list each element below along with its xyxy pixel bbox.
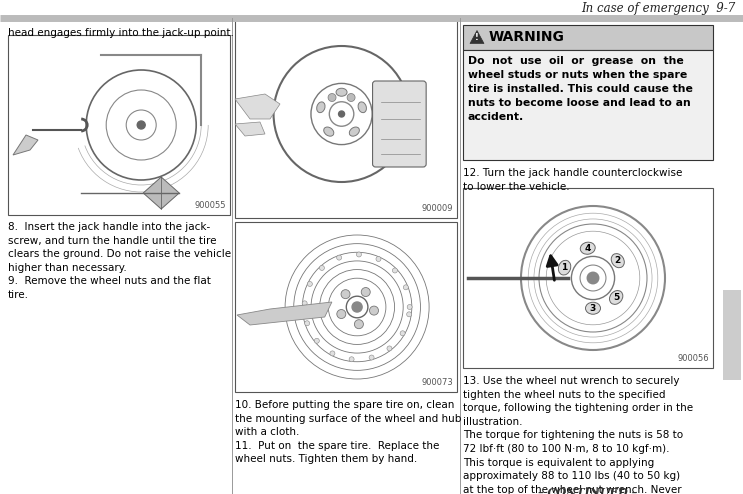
Circle shape (337, 255, 342, 260)
FancyBboxPatch shape (8, 35, 230, 215)
Circle shape (137, 121, 145, 129)
Ellipse shape (585, 302, 600, 314)
FancyBboxPatch shape (235, 222, 457, 392)
FancyBboxPatch shape (235, 20, 457, 218)
Circle shape (354, 320, 363, 329)
Circle shape (330, 351, 335, 356)
Circle shape (369, 306, 378, 315)
Text: 1: 1 (562, 263, 568, 272)
Text: 10. Before putting the spare tire on, clean
the mounting surface of the wheel an: 10. Before putting the spare tire on, cl… (235, 400, 461, 464)
Ellipse shape (324, 127, 334, 136)
Ellipse shape (358, 102, 366, 113)
Text: WARNING: WARNING (489, 31, 565, 44)
Text: head engages firmly into the jack-up point.: head engages firmly into the jack-up poi… (8, 28, 234, 38)
Text: 3: 3 (590, 304, 596, 313)
Text: 13. Use the wheel nut wrench to securely
tighten the wheel nuts to the specified: 13. Use the wheel nut wrench to securely… (463, 376, 693, 494)
FancyBboxPatch shape (463, 50, 713, 160)
Text: 5: 5 (613, 293, 619, 302)
Circle shape (319, 265, 325, 270)
Polygon shape (235, 122, 265, 136)
Text: 4: 4 (585, 244, 591, 253)
Text: – CONTINUED –: – CONTINUED – (539, 487, 637, 494)
Circle shape (392, 268, 398, 273)
Text: Do  not  use  oil  or  grease  on  the
wheel studs or nuts when the spare
tire i: Do not use oil or grease on the wheel st… (468, 56, 693, 122)
Circle shape (369, 355, 374, 360)
Circle shape (352, 302, 362, 312)
Text: !: ! (475, 33, 479, 42)
Circle shape (339, 111, 345, 117)
Ellipse shape (580, 242, 595, 254)
FancyBboxPatch shape (463, 25, 713, 50)
Text: 2: 2 (614, 256, 621, 265)
Ellipse shape (317, 102, 325, 113)
Circle shape (347, 93, 355, 101)
Circle shape (361, 288, 370, 296)
Polygon shape (470, 31, 484, 43)
FancyBboxPatch shape (723, 290, 741, 380)
Polygon shape (235, 94, 280, 119)
Ellipse shape (336, 88, 347, 96)
Circle shape (406, 312, 412, 317)
Circle shape (328, 93, 336, 101)
Text: 900056: 900056 (678, 354, 709, 363)
Circle shape (376, 256, 381, 261)
FancyBboxPatch shape (463, 188, 713, 368)
Circle shape (305, 321, 310, 326)
Polygon shape (143, 177, 179, 209)
Ellipse shape (611, 253, 624, 268)
Ellipse shape (559, 260, 571, 275)
Circle shape (337, 310, 345, 319)
FancyBboxPatch shape (372, 81, 426, 167)
Text: 12. Turn the jack handle counterclockwise
to lower the vehicle.: 12. Turn the jack handle counterclockwis… (463, 168, 682, 192)
Text: 8.  Insert the jack handle into the jack-
screw, and turn the handle until the t: 8. Insert the jack handle into the jack-… (8, 222, 231, 300)
Circle shape (407, 304, 412, 310)
Circle shape (314, 338, 319, 343)
Circle shape (357, 252, 361, 257)
Circle shape (349, 357, 354, 362)
Text: 900055: 900055 (195, 201, 226, 210)
Circle shape (587, 272, 599, 284)
Circle shape (308, 282, 312, 287)
Text: 900009: 900009 (421, 204, 453, 213)
Ellipse shape (609, 290, 623, 304)
Circle shape (341, 289, 350, 299)
Text: 900073: 900073 (421, 378, 453, 387)
Polygon shape (237, 302, 332, 325)
Circle shape (387, 346, 392, 351)
Text: In case of emergency  9-7: In case of emergency 9-7 (581, 2, 735, 15)
Circle shape (302, 301, 307, 306)
Circle shape (400, 331, 405, 336)
Circle shape (403, 285, 409, 290)
Polygon shape (13, 135, 38, 155)
Ellipse shape (349, 127, 360, 136)
